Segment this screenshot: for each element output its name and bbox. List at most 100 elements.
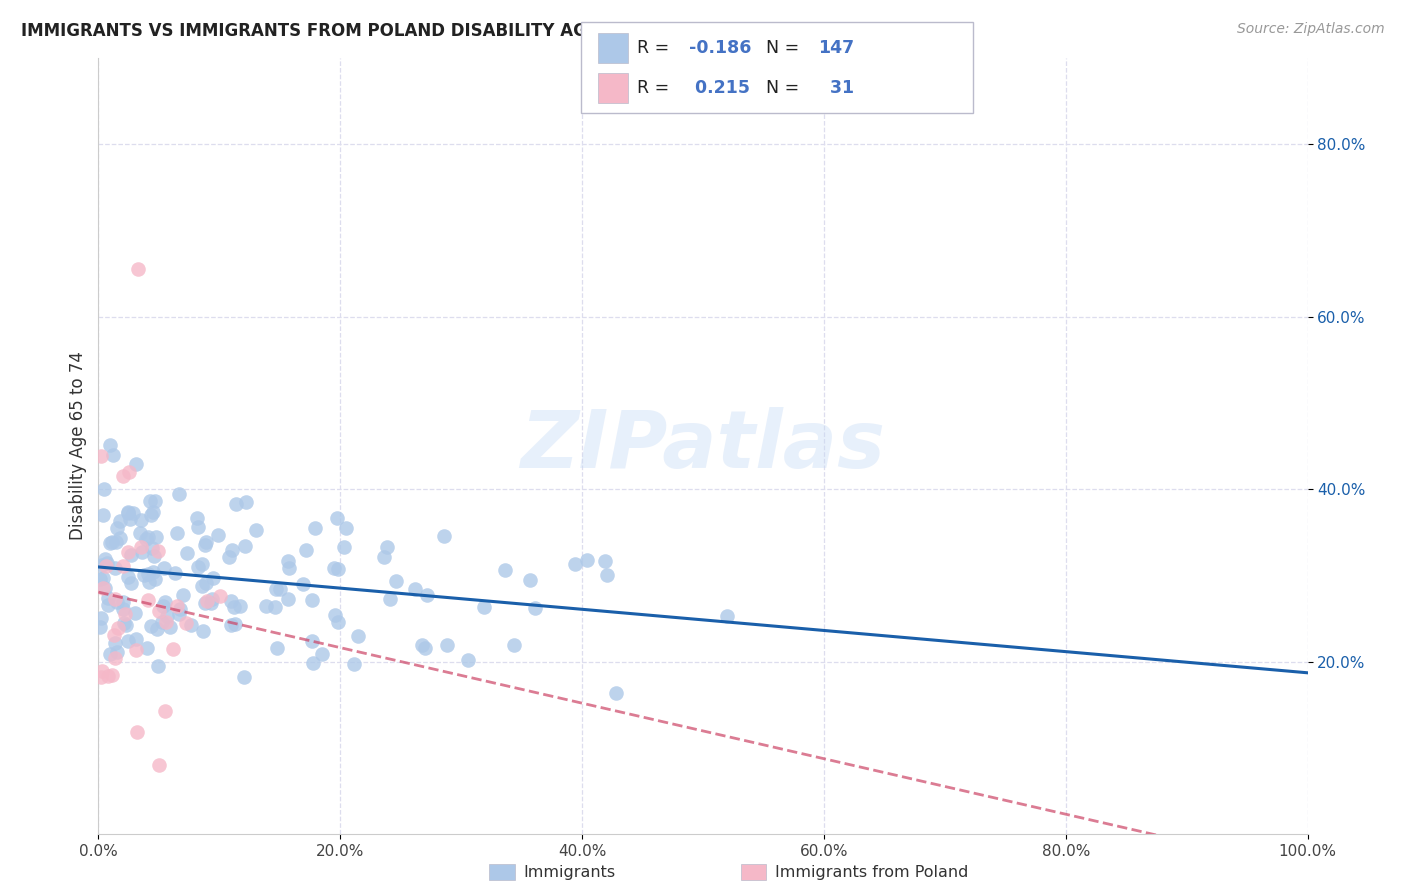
Point [375, 540, 398, 554]
Point [494, 563, 516, 577]
Point [127, 262, 149, 277]
Point [111, 469, 134, 483]
Point [187, 520, 209, 534]
Point [94, 558, 117, 573]
Point [263, 599, 285, 614]
Point [105, 535, 128, 549]
Point [322, 561, 344, 575]
Point [97, 599, 120, 613]
Point [117, 570, 139, 584]
Point [129, 512, 152, 526]
Point [167, 486, 190, 500]
Point [301, 633, 323, 648]
Point [326, 615, 349, 629]
Point [104, 650, 127, 665]
Point [103, 448, 125, 462]
Text: IMMIGRANTS VS IMMIGRANTS FROM POLAND DISABILITY AGE 65 TO 74 CORRELATION CHART: IMMIGRANTS VS IMMIGRANTS FROM POLAND DIS… [21, 22, 893, 40]
Point [162, 642, 184, 657]
Point [186, 510, 208, 524]
Point [90, 611, 112, 625]
Point [174, 615, 197, 630]
Point [301, 592, 323, 607]
Point [125, 643, 148, 657]
Point [152, 599, 174, 613]
Point [224, 617, 246, 632]
Point [90, 664, 112, 678]
Point [98, 536, 121, 550]
Point [295, 543, 318, 558]
Point [266, 582, 288, 596]
Point [195, 594, 218, 608]
Point [166, 599, 188, 613]
Point [104, 636, 127, 650]
Point [105, 595, 128, 609]
Point [131, 540, 153, 554]
Point [136, 593, 159, 607]
Point [91, 581, 114, 595]
Point [190, 579, 212, 593]
Point [96, 556, 118, 570]
Point [136, 640, 159, 655]
Point [278, 561, 301, 575]
Point [91, 558, 114, 572]
Point [142, 549, 165, 563]
Point [269, 582, 291, 596]
Point [219, 618, 242, 632]
Text: 147: 147 [818, 38, 855, 57]
Point [100, 667, 122, 681]
Point [135, 532, 157, 546]
Point [201, 591, 224, 606]
Point [169, 607, 191, 622]
Point [120, 576, 142, 591]
Point [153, 704, 176, 718]
Point [93, 482, 115, 496]
Text: R =: R = [637, 38, 675, 57]
Point [143, 494, 166, 508]
Point [291, 577, 314, 591]
Point [89, 620, 111, 634]
Point [117, 545, 139, 559]
Point [120, 512, 142, 526]
Point [524, 601, 547, 615]
Point [117, 505, 139, 519]
Point [326, 511, 349, 525]
Point [277, 554, 299, 568]
Point [124, 606, 146, 620]
Point [266, 640, 288, 655]
Point [235, 495, 257, 509]
Point [194, 534, 217, 549]
Point [233, 670, 256, 684]
Point [433, 529, 456, 543]
Point [332, 541, 354, 555]
Point [136, 567, 159, 582]
Point [146, 544, 169, 558]
Point [225, 497, 247, 511]
Point [311, 648, 333, 662]
Point [112, 595, 135, 609]
Point [593, 554, 616, 568]
Point [202, 571, 225, 585]
Point [218, 550, 240, 565]
Point [101, 535, 124, 549]
Point [148, 603, 170, 617]
Point [148, 758, 170, 772]
Point [153, 561, 176, 575]
Text: -0.186: -0.186 [689, 38, 751, 57]
Point [94, 581, 117, 595]
Point [97, 591, 120, 605]
Point [193, 596, 215, 610]
Point [125, 457, 148, 471]
Point [98, 647, 121, 661]
Point [142, 565, 165, 579]
Point [104, 592, 127, 607]
Point [191, 558, 214, 572]
Point [373, 550, 395, 565]
Point [219, 594, 242, 608]
Point [145, 572, 167, 586]
Point [229, 599, 252, 613]
Text: Immigrants from Poland: Immigrants from Poland [775, 865, 969, 880]
Point [254, 599, 277, 614]
Point [104, 560, 127, 574]
Point [117, 634, 139, 648]
Point [605, 686, 627, 700]
